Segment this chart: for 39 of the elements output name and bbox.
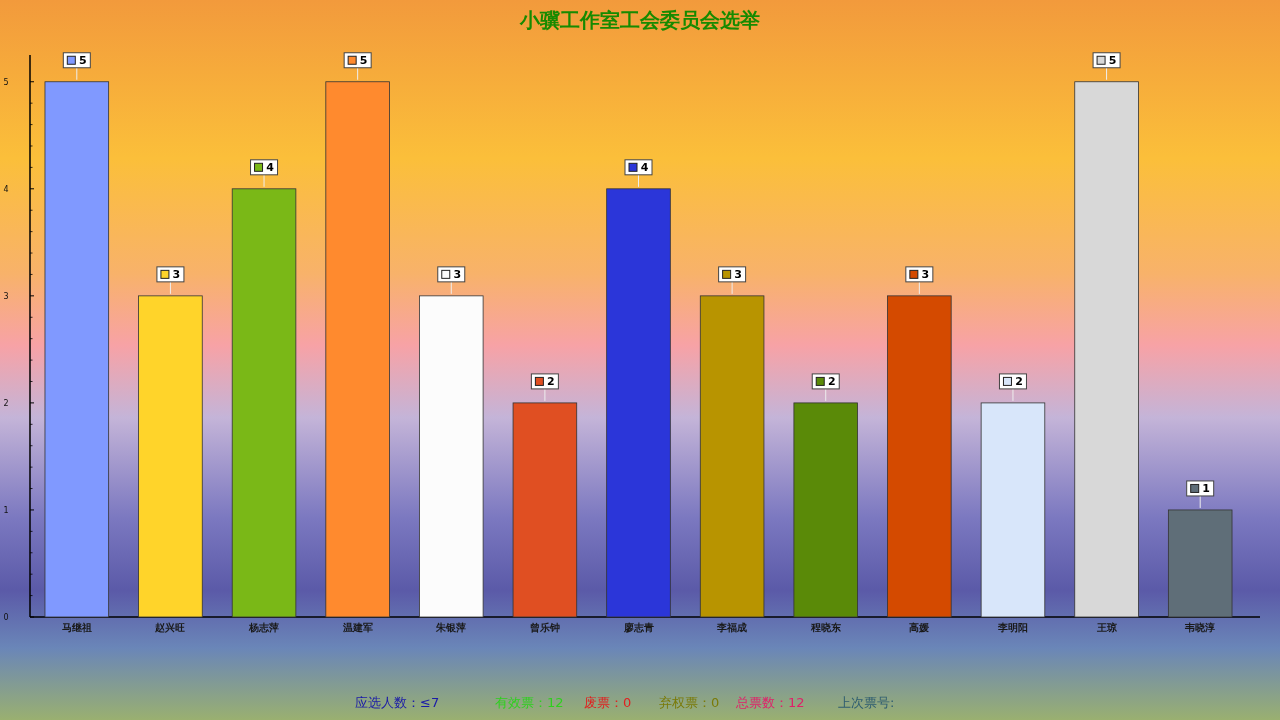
data-label: 1 bbox=[1202, 482, 1210, 496]
y-tick-label: 4 bbox=[3, 184, 9, 194]
x-tick-label: 高媛 bbox=[909, 622, 930, 633]
data-label: 3 bbox=[734, 268, 742, 282]
annotation: 总票数：12 bbox=[736, 695, 805, 710]
y-tick-label: 0 bbox=[3, 613, 9, 622]
x-tick-label: 朱银萍 bbox=[436, 622, 467, 633]
annotation: 废票：0 bbox=[584, 695, 632, 710]
x-tick-label: 马继祖 bbox=[61, 622, 92, 633]
x-tick-label: 曾乐钟 bbox=[529, 622, 560, 633]
y-tick-label: 2 bbox=[3, 398, 9, 408]
data-label: 5 bbox=[359, 54, 368, 68]
data-label: 5 bbox=[1108, 54, 1117, 68]
x-tick-label: 赵兴旺 bbox=[155, 622, 186, 633]
annotation: 弃权票：0 bbox=[659, 695, 720, 710]
x-tick-label: 温建军 bbox=[342, 622, 373, 633]
data-label: 3 bbox=[172, 268, 181, 282]
x-tick-label: 王琼 bbox=[1096, 622, 1117, 633]
x-tick-label: 廖志青 bbox=[623, 622, 654, 633]
data-label: 3 bbox=[921, 268, 930, 282]
data-label: 4 bbox=[640, 161, 649, 175]
data-label: 2 bbox=[1015, 375, 1023, 389]
y-tick-label: 3 bbox=[3, 291, 9, 301]
annotation: 上次票号: bbox=[838, 695, 895, 710]
data-label: 4 bbox=[266, 161, 274, 175]
annotation: 有效票：12 bbox=[495, 695, 564, 710]
annotation: 应选人数：≤7 bbox=[355, 695, 440, 710]
y-tick-label: 5 bbox=[3, 77, 9, 87]
title: 小骥工作室工会委员会选举 bbox=[520, 8, 760, 32]
x-tick-label: 韦晓淳 bbox=[1185, 622, 1216, 633]
x-tick-label: 李明阳 bbox=[997, 622, 1028, 633]
y-tick-label: 1 bbox=[3, 505, 9, 515]
data-label: 3 bbox=[453, 268, 462, 282]
data-label: 2 bbox=[827, 375, 836, 389]
data-label: 5 bbox=[79, 54, 87, 68]
x-tick-label: 李福成 bbox=[717, 622, 748, 633]
data-label: 2 bbox=[547, 375, 555, 389]
x-tick-label: 程晓东 bbox=[810, 622, 841, 633]
x-tick-label: 杨志萍 bbox=[249, 622, 280, 633]
